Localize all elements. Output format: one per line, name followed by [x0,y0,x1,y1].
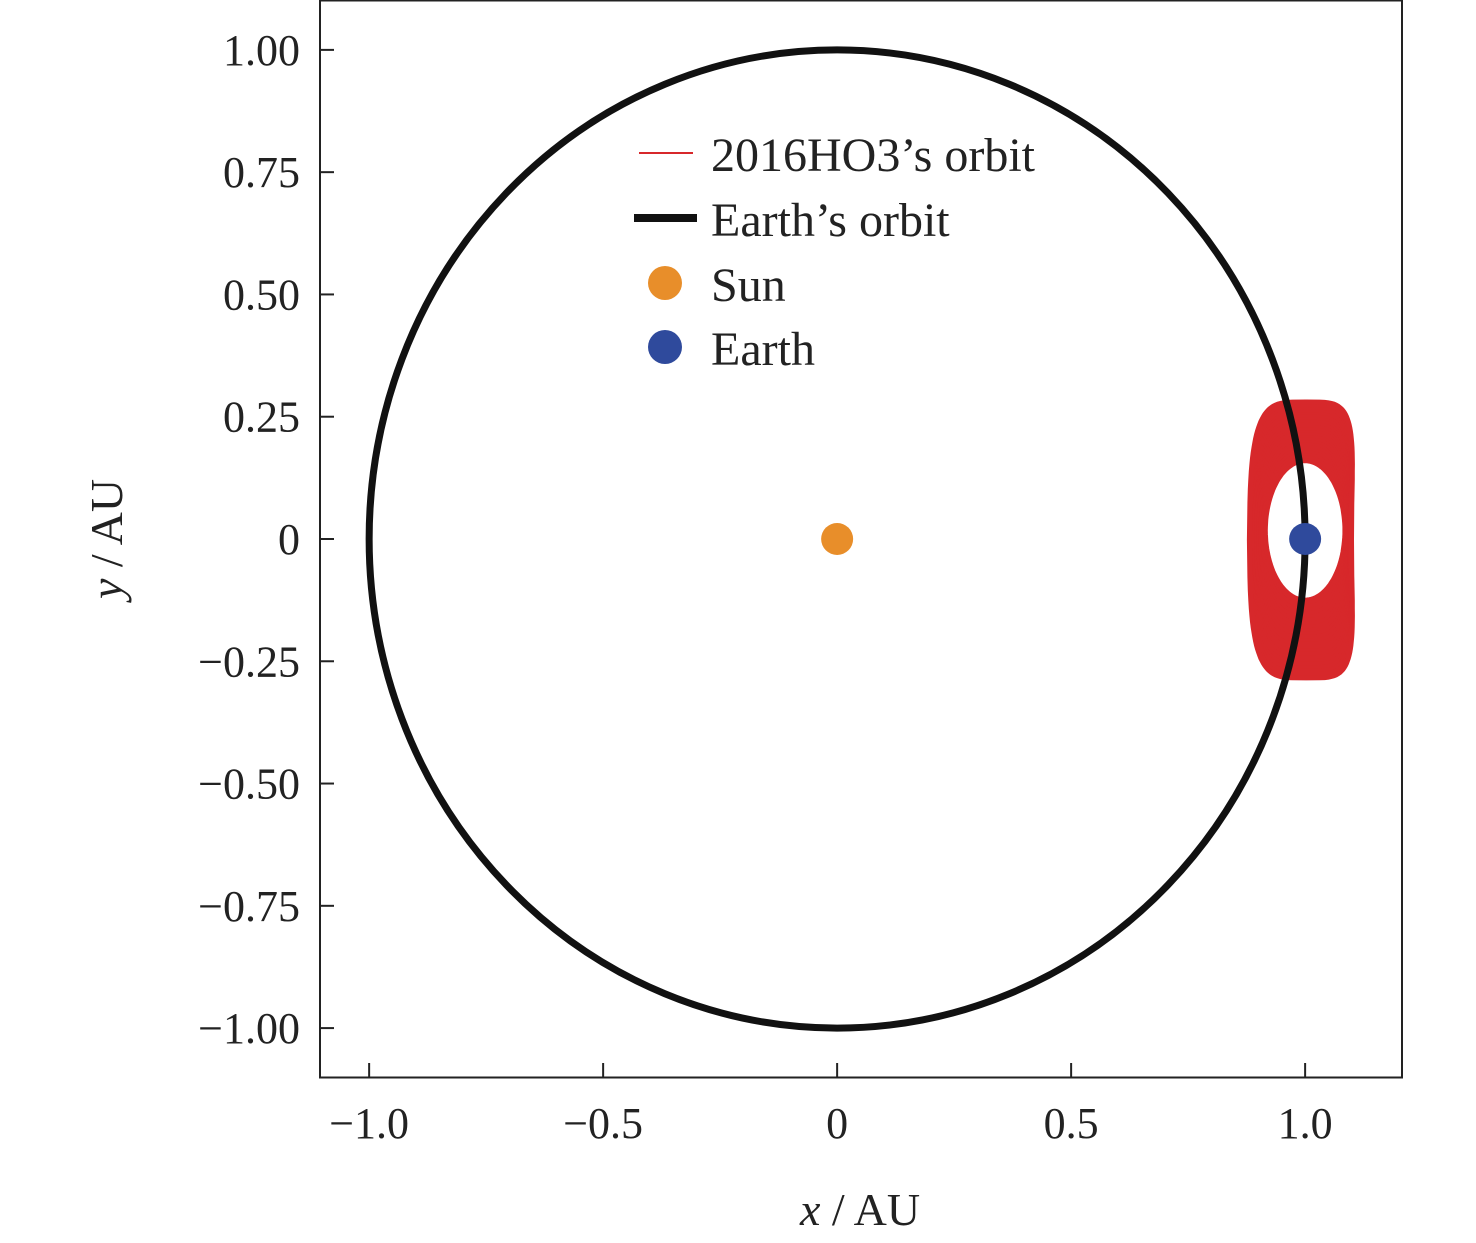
y-tick-label: 0.50 [223,270,300,319]
x-tick-label: 0 [826,1099,848,1148]
x-axis-ticks: −1.0 −0.5 0 0.5 1.0 [329,1063,1333,1148]
y-axis-ticks: 1.00 0.75 0.50 0.25 0 −0.25 −0.50 −0.75 −1.00 [198,26,334,1053]
y-tick-label: −0.25 [198,637,300,686]
legend: 2016HO3’s orbit Earth’s orbit Sun Earth [634,129,1036,376]
asteroid-orbit-loop [1246,399,1355,681]
x-tick-label: 0.5 [1044,1099,1099,1148]
legend-marker-sun [648,266,682,300]
y-tick-label: 0.75 [223,148,300,197]
y-axis-label: y / AU [81,479,132,603]
legend-marker-earth [648,330,682,364]
y-tick-label: 1.00 [223,26,300,75]
legend-label-sun: Sun [711,259,786,312]
plot-area [365,46,1355,1032]
y-tick-label: −0.75 [198,882,300,931]
x-axis-label: x / AU [799,1184,920,1235]
legend-label-earth-orbit: Earth’s orbit [711,194,950,247]
y-tick-label: 0 [278,515,300,564]
x-tick-label: 1.0 [1278,1099,1333,1148]
y-tick-label: 0.25 [223,393,300,442]
earth-marker [1289,522,1322,555]
x-tick-label: −1.0 [329,1099,409,1148]
legend-label-asteroid-orbit: 2016HO3’s orbit [711,129,1036,182]
legend-label-earth: Earth [711,323,815,376]
sun-marker [821,522,854,555]
asteroid-orbit-series [1246,399,1355,681]
y-tick-label: −0.50 [198,760,300,809]
x-tick-label: −0.5 [563,1099,643,1148]
y-tick-label: −1.00 [198,1004,300,1053]
